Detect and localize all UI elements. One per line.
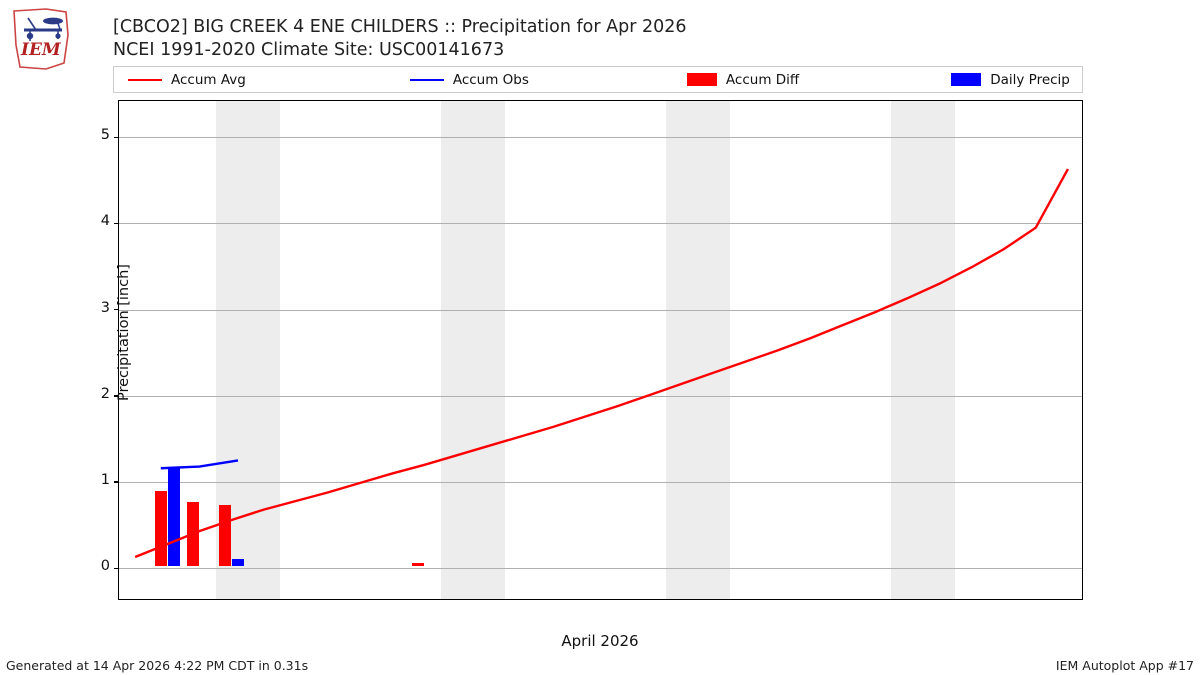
plot-canvas bbox=[119, 101, 1082, 599]
x-axis-label: April 2026 bbox=[561, 632, 639, 650]
weekend-band bbox=[440, 101, 505, 599]
gridline bbox=[119, 395, 1082, 397]
legend-item-accum-avg: Accum Avg bbox=[128, 67, 246, 92]
weekend-band bbox=[665, 101, 731, 599]
footer-app-text: IEM Autoplot App #17 bbox=[1055, 658, 1194, 673]
title-line-1: [CBCO2] BIG CREEK 4 ENE CHILDERS :: Prec… bbox=[113, 17, 687, 37]
y-tick-label: 3 bbox=[100, 299, 110, 316]
y-tick-label: 5 bbox=[100, 127, 110, 144]
legend-patch-swatch bbox=[686, 73, 717, 86]
legend-label: Accum Avg bbox=[171, 71, 246, 88]
legend-label: Accum Diff bbox=[725, 71, 800, 88]
line-series-layer bbox=[134, 168, 1069, 559]
legend-label: Daily Precip bbox=[990, 71, 1070, 88]
y-tick-mark bbox=[114, 481, 119, 483]
title-line-2: NCEI 1991-2020 Climate Site: USC00141673 bbox=[113, 40, 505, 60]
iem-logo-text: IEM bbox=[20, 40, 62, 60]
bar-daily-precip-day-4 bbox=[231, 558, 245, 567]
y-tick-mark bbox=[114, 567, 119, 569]
legend-item-daily-precip: Daily Precip bbox=[951, 67, 1070, 92]
y-tick-mark bbox=[114, 395, 119, 397]
y-tick-label: 2 bbox=[100, 385, 110, 402]
y-tick-label: 4 bbox=[100, 213, 110, 230]
line-accum-avg bbox=[134, 168, 1069, 559]
legend-item-accum-diff: Accum Diff bbox=[686, 67, 800, 92]
legend-patch-swatch bbox=[951, 73, 982, 86]
iem-logo-graphic: IEM bbox=[13, 8, 69, 70]
gridline bbox=[119, 482, 1082, 484]
chart-legend: Accum Avg Accum Obs Accum Diff Daily Pre… bbox=[113, 66, 1083, 93]
y-tick-mark bbox=[114, 136, 119, 138]
gridline bbox=[119, 309, 1082, 311]
weekend-band bbox=[891, 101, 956, 599]
y-axis-label: Precipitation [inch] bbox=[116, 264, 132, 401]
line-accum-obs bbox=[160, 459, 239, 470]
legend-item-accum-obs: Accum Obs bbox=[409, 67, 529, 92]
legend-label: Accum Obs bbox=[452, 71, 529, 88]
y-tick-label: 0 bbox=[100, 558, 110, 575]
iem-logo: IEM bbox=[6, 5, 74, 73]
page-title: [CBCO2] BIG CREEK 4 ENE CHILDERS :: Prec… bbox=[113, 16, 1013, 62]
bar-accum-diff-day-10 bbox=[412, 563, 425, 567]
y-tick-mark bbox=[114, 309, 119, 311]
y-tick-label: 1 bbox=[100, 472, 110, 489]
gridline bbox=[119, 568, 1082, 570]
gridline bbox=[119, 223, 1082, 225]
legend-line-swatch bbox=[409, 78, 444, 81]
gridline bbox=[119, 137, 1082, 139]
y-tick-mark bbox=[114, 222, 119, 225]
footer-generated-text: Generated at 14 Apr 2026 4:22 PM CDT in … bbox=[6, 658, 309, 673]
legend-line-swatch bbox=[128, 78, 162, 81]
